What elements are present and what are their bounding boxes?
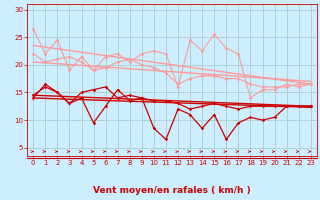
- X-axis label: Vent moyen/en rafales ( km/h ): Vent moyen/en rafales ( km/h ): [93, 186, 251, 195]
